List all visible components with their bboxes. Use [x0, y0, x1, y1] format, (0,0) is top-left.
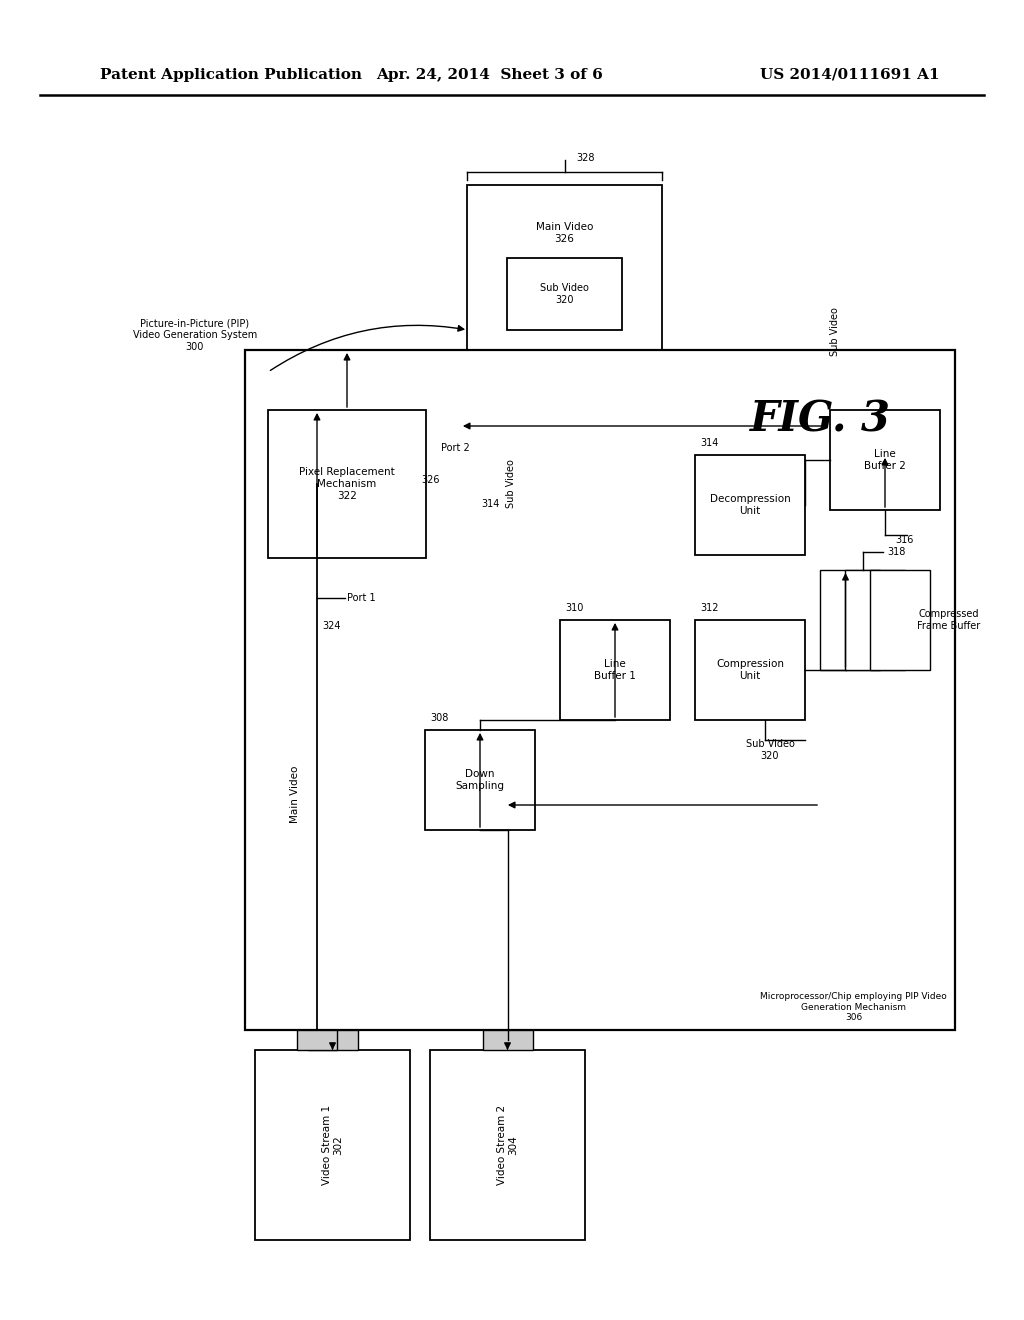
Bar — [467, 185, 662, 350]
Text: 314: 314 — [700, 438, 719, 447]
Text: US 2014/0111691 A1: US 2014/0111691 A1 — [761, 69, 940, 82]
Bar — [297, 1030, 337, 1049]
Text: Line
Buffer 2: Line Buffer 2 — [864, 449, 906, 471]
Text: Microprocessor/Chip employing PIP Video
Generation Mechanism
306: Microprocessor/Chip employing PIP Video … — [760, 993, 947, 1022]
Bar — [845, 570, 905, 671]
Text: Compressed
Frame Buffer: Compressed Frame Buffer — [918, 610, 980, 631]
Text: Sub Video
320: Sub Video 320 — [745, 739, 795, 760]
Text: 326: 326 — [421, 475, 439, 484]
Text: Sub Video
320: Sub Video 320 — [540, 284, 589, 305]
Text: 324: 324 — [322, 620, 341, 631]
Bar — [820, 570, 880, 671]
Bar — [482, 1030, 532, 1049]
Text: Apr. 24, 2014  Sheet 3 of 6: Apr. 24, 2014 Sheet 3 of 6 — [377, 69, 603, 82]
Text: Pixel Replacement
Mechanism
322: Pixel Replacement Mechanism 322 — [299, 467, 395, 500]
Text: Decompression
Unit: Decompression Unit — [710, 494, 791, 516]
Text: Video Stream 1
302: Video Stream 1 302 — [322, 1105, 343, 1185]
Text: 328: 328 — [577, 153, 595, 162]
Text: 316: 316 — [895, 535, 913, 545]
Bar — [695, 455, 805, 554]
Text: 314: 314 — [481, 499, 500, 510]
Bar — [430, 1049, 585, 1239]
Text: 310: 310 — [565, 603, 584, 612]
Bar — [870, 570, 930, 671]
Bar — [507, 257, 622, 330]
Text: Down
Sampling: Down Sampling — [456, 770, 505, 791]
Bar — [268, 411, 426, 558]
Bar — [307, 1030, 357, 1049]
Text: FIG. 3: FIG. 3 — [750, 399, 891, 441]
Text: Sub Video: Sub Video — [506, 459, 516, 508]
Text: Compression
Unit: Compression Unit — [716, 659, 784, 681]
Text: Video Stream 2
304: Video Stream 2 304 — [497, 1105, 518, 1185]
Bar — [245, 350, 955, 1030]
Text: 312: 312 — [700, 603, 719, 612]
Text: Main Video: Main Video — [290, 766, 300, 822]
Bar — [695, 620, 805, 719]
Text: 318: 318 — [888, 546, 906, 557]
Text: Port 1: Port 1 — [347, 593, 376, 603]
Text: 308: 308 — [430, 713, 449, 723]
Bar — [560, 620, 670, 719]
Bar — [425, 730, 535, 830]
Text: Port 2: Port 2 — [441, 444, 470, 453]
Text: Patent Application Publication: Patent Application Publication — [100, 69, 362, 82]
Bar — [830, 411, 940, 510]
Text: Line
Buffer 1: Line Buffer 1 — [594, 659, 636, 681]
Text: Picture-in-Picture (PIP)
Video Generation System
300: Picture-in-Picture (PIP) Video Generatio… — [133, 318, 257, 351]
Text: Main Video
326: Main Video 326 — [536, 222, 593, 244]
Text: Sub Video: Sub Video — [830, 306, 840, 355]
Bar — [255, 1049, 410, 1239]
